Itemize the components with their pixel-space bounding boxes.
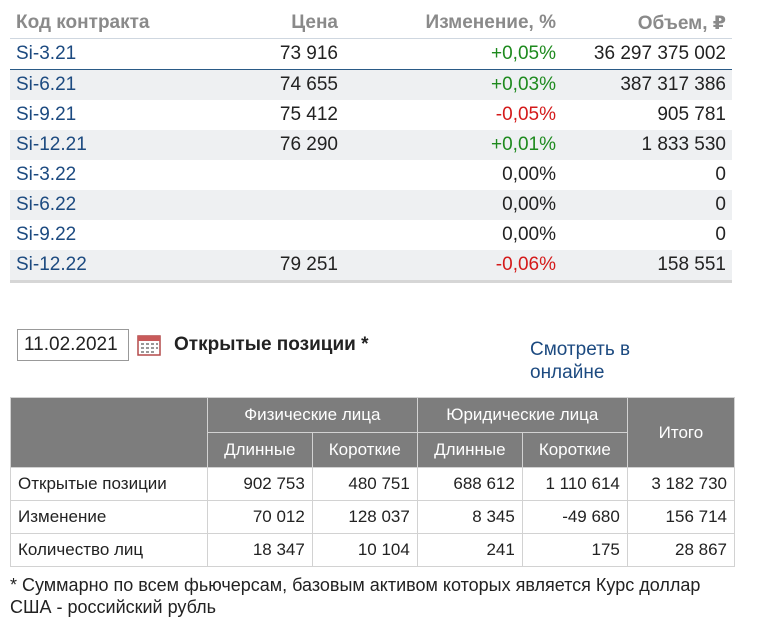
header-price[interactable]: Цена bbox=[192, 8, 344, 39]
individuals-long-value: 902 753 bbox=[206, 467, 313, 501]
header-change[interactable]: Изменение, % bbox=[344, 8, 562, 39]
contract-price: 79 251 bbox=[192, 250, 344, 283]
contract-price: 76 290 bbox=[192, 130, 344, 160]
header-legal-long: Длинные bbox=[416, 432, 523, 468]
contract-price: 75 412 bbox=[279, 104, 338, 125]
footnote: * Суммарно по всем фьючерсам, базовым ак… bbox=[10, 575, 701, 617]
contract-volume: 387 317 386 bbox=[562, 69, 732, 100]
contract-price bbox=[192, 190, 344, 220]
contract-volume: 1 833 530 bbox=[562, 130, 732, 160]
view-online-link[interactable]: Смотреть в онлайне bbox=[530, 339, 631, 383]
contract-change: +0,01% bbox=[344, 130, 562, 160]
positions-group-header-row: Физические лица Юридические лица Итого bbox=[10, 397, 736, 468]
row-label: Открытые позиции bbox=[10, 467, 208, 501]
contract-link[interactable]: Si-3.22 bbox=[16, 164, 77, 185]
contract-change: 0,00% bbox=[502, 224, 556, 245]
contract-price bbox=[192, 220, 344, 250]
calendar-icon[interactable] bbox=[137, 334, 161, 356]
table-row: Открытые позиции 902 753 480 751 688 612… bbox=[10, 467, 736, 501]
contract-link[interactable]: Si-12.22 bbox=[10, 250, 192, 283]
table-row: Si-3.21 73 916 +0,05% 36 297 375 002 bbox=[10, 38, 732, 70]
individuals-short-value: 480 751 bbox=[311, 467, 418, 501]
contract-change: -0,05% bbox=[495, 104, 556, 125]
section-title: Открытые позиции * bbox=[174, 334, 369, 355]
table-row: Si-3.22 0,00% 0 bbox=[10, 160, 732, 190]
header-volume[interactable]: Объем, ₽ bbox=[562, 8, 732, 39]
legal-short-value: 1 110 614 bbox=[521, 467, 628, 501]
table-row: Si-6.21 74 655 +0,03% 387 317 386 bbox=[10, 69, 732, 100]
table-row: Si-9.21 75 412 -0,05% 905 781 bbox=[10, 100, 732, 130]
header-legal-short: Короткие bbox=[521, 432, 628, 468]
table-row: Si-12.21 76 290 +0,01% 1 833 530 bbox=[10, 130, 732, 160]
individuals-short-value: 10 104 bbox=[311, 533, 418, 567]
total-value: 3 182 730 bbox=[626, 467, 736, 501]
table-row: Si-9.22 0,00% 0 bbox=[10, 220, 732, 250]
contract-volume: 0 bbox=[562, 190, 732, 220]
contract-volume: 158 551 bbox=[562, 250, 732, 283]
legal-long-value: 8 345 bbox=[416, 500, 523, 534]
individuals-short-value: 128 037 bbox=[311, 500, 418, 534]
header-individuals-long: Длинные bbox=[206, 432, 313, 468]
corner-header-cell bbox=[10, 397, 208, 468]
contract-change: 0,00% bbox=[344, 190, 562, 220]
contract-link[interactable]: Si-6.21 bbox=[10, 69, 192, 100]
contract-price: 74 655 bbox=[192, 69, 344, 100]
contract-link[interactable]: Si-12.21 bbox=[10, 130, 192, 160]
contract-price bbox=[192, 160, 344, 190]
individuals-long-value: 18 347 bbox=[206, 533, 313, 567]
contract-volume: 0 bbox=[715, 164, 726, 185]
contracts-table: Код контракта Цена Изменение, % Объем, ₽… bbox=[10, 8, 732, 283]
positions-sub-header-row: Длинные Короткие Длинные Короткие bbox=[11, 432, 735, 468]
row-label: Количество лиц bbox=[10, 533, 208, 567]
contract-link[interactable]: Si-9.22 bbox=[16, 224, 77, 245]
legal-short-value: 175 bbox=[521, 533, 628, 567]
legal-long-value: 688 612 bbox=[416, 467, 523, 501]
table-row: Количество лиц 18 347 10 104 241 175 28 … bbox=[10, 533, 736, 567]
table-row: Si-6.22 0,00% 0 bbox=[10, 190, 732, 220]
contract-link[interactable]: Si-6.22 bbox=[10, 190, 192, 220]
header-individuals-short: Короткие bbox=[311, 432, 418, 468]
table-row: Si-12.22 79 251 -0,06% 158 551 bbox=[10, 250, 732, 283]
total-value: 28 867 bbox=[626, 533, 736, 567]
contract-price: 73 916 bbox=[192, 38, 344, 70]
legal-short-value: -49 680 bbox=[521, 500, 628, 534]
contract-change: 0,00% bbox=[502, 164, 556, 185]
contract-change: +0,05% bbox=[344, 38, 562, 70]
total-value: 156 714 bbox=[626, 500, 736, 534]
contract-link[interactable]: Si-9.21 bbox=[16, 104, 77, 125]
contract-volume: 0 bbox=[715, 224, 726, 245]
header-individuals: Физические лица bbox=[206, 397, 418, 433]
contract-volume: 905 781 bbox=[657, 104, 726, 125]
header-contract-code[interactable]: Код контракта bbox=[10, 8, 192, 39]
date-input[interactable] bbox=[17, 329, 129, 361]
contract-change: -0,06% bbox=[344, 250, 562, 283]
row-label: Изменение bbox=[10, 500, 208, 534]
table-row: Изменение 70 012 128 037 8 345 -49 680 1… bbox=[10, 500, 736, 534]
header-legal-entities: Юридические лица bbox=[416, 397, 628, 433]
open-positions-table: Физические лица Юридические лица Итого Д… bbox=[10, 397, 736, 567]
individuals-long-value: 70 012 bbox=[206, 500, 313, 534]
contract-change: +0,03% bbox=[344, 69, 562, 100]
contract-volume: 36 297 375 002 bbox=[562, 38, 732, 70]
legal-long-value: 241 bbox=[416, 533, 523, 567]
contract-link[interactable]: Si-3.21 bbox=[10, 38, 192, 70]
header-total: Итого bbox=[626, 397, 736, 468]
contracts-header-row: Код контракта Цена Изменение, % Объем, ₽ bbox=[10, 8, 732, 39]
